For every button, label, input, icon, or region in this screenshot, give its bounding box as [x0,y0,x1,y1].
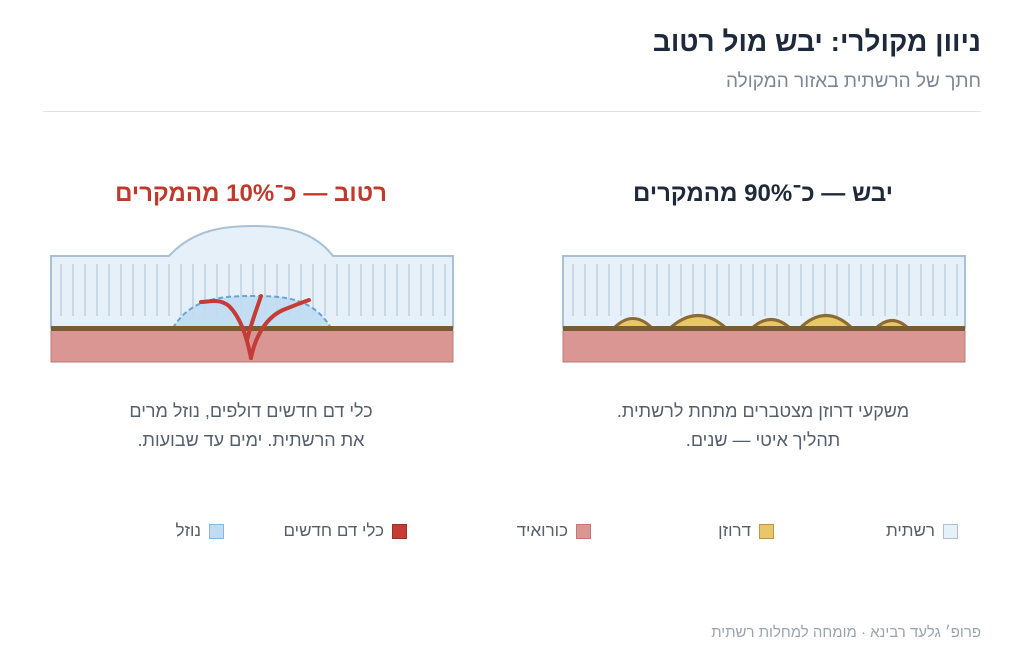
dry-caption-line-1: .משקעי דרוזן מצטברים מתחת לרשתית [616,401,910,421]
legend-label-fluid: נוזל [175,521,201,540]
wet-caption-line-2: .את הרשתית. ימים עד שבועות [137,430,365,450]
dry-caption-line-2: .תהליך איטי — שנים [685,430,841,450]
legend-label-drusen: דרוזן [718,521,751,540]
wet-panel-title: רטוב — כ־10% מהמקרים [115,180,387,207]
legend-item-fluid: נוזל [175,519,224,543]
legend-swatch-vessels [392,523,407,539]
legend-swatch-fluid [209,523,224,539]
dry-retina-diagram [562,255,966,363]
wet-fluid-pocket [171,294,333,329]
header-divider [43,111,981,112]
legend-label-choroid: כורואיד [516,521,568,540]
footer-credit: פרופ׳ גלעד רבינא · מומחה למחלות רשתית [711,624,981,641]
page-subtitle: חתך של הרשתית באזור המקולה [725,71,981,92]
legend-swatch-drusen [759,523,774,539]
wet-caption: כלי דם חדשים דולפים, נוזל מרים .את הרשתי… [41,397,461,455]
legend-item-drusen: דרוזן [718,519,774,543]
wet-caption-line-1: כלי דם חדשים דולפים, נוזל מרים [129,401,373,421]
dry-membrane [563,326,965,331]
legend-item-choroid: כורואיד [517,519,591,543]
dry-choroid-layer [562,329,966,363]
legend-swatch-choroid [576,523,591,539]
legend-item-vessels: כלי דם חדשים [283,519,407,543]
legend-swatch-retina [943,523,958,539]
wet-new-vessels [199,294,311,360]
dry-retina-layer [562,255,966,329]
dry-caption: .משקעי דרוזן מצטברים מתחת לרשתית .תהליך … [553,397,973,455]
page-title: ניוון מקולרי: יבש מול רטוב [652,26,981,57]
dry-panel-title: יבש — כ־90% מהמקרים [633,180,893,207]
wet-retina-diagram [50,224,454,363]
legend-label-retina: רשתית [885,521,935,540]
legend-label-vessels: כלי דם חדשים [283,521,384,540]
legend-item-retina: רשתית [886,519,958,543]
